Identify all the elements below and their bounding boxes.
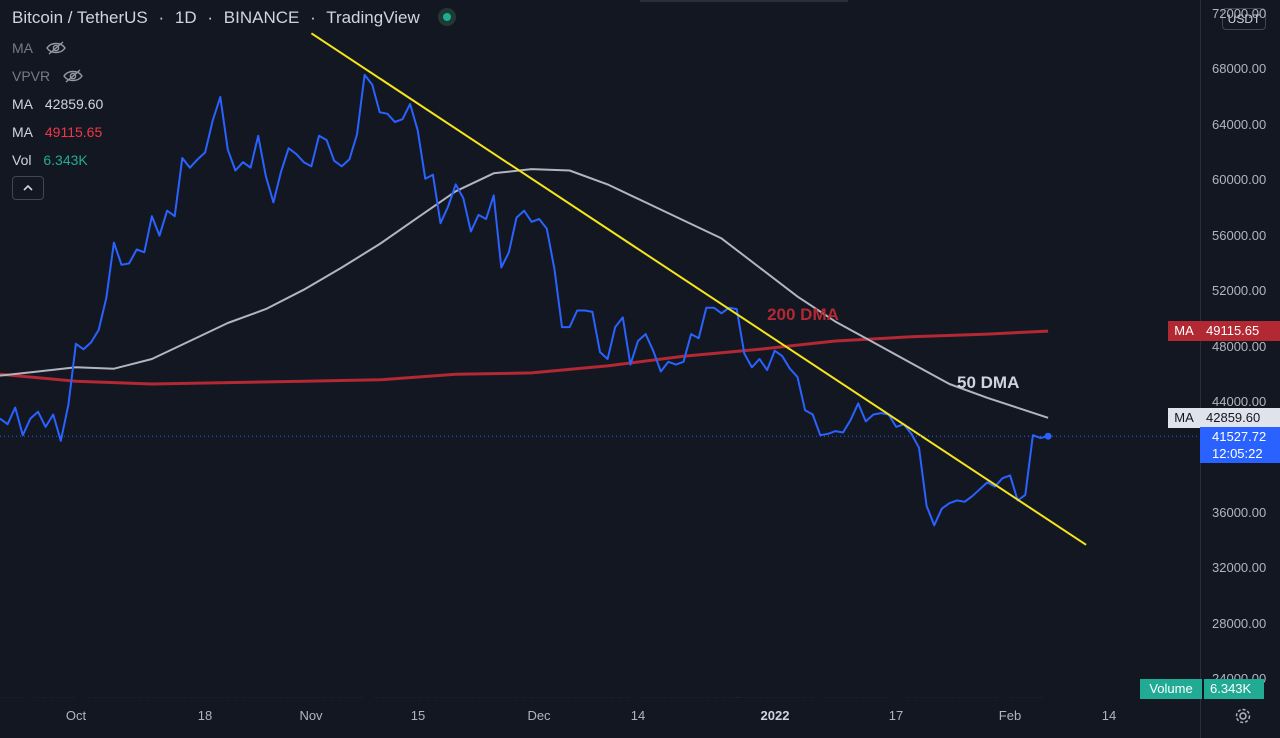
indicator-volume[interactable]: Vol 6.343K xyxy=(12,152,88,168)
ma200-line xyxy=(0,329,1049,386)
price-axis-tick: 32000.00 xyxy=(1212,560,1267,575)
time-axis-tick: 14 xyxy=(1101,708,1117,723)
chart-annotation: 50 DMA xyxy=(957,373,1019,392)
indicator-ma50[interactable]: MA 42859.60 xyxy=(12,96,103,112)
exchange-label: BINANCE xyxy=(223,8,300,27)
chevron-up-icon xyxy=(23,184,33,191)
last-price-value: 41527.72 xyxy=(1212,429,1267,444)
price-axis-tick: 48000.00 xyxy=(1212,339,1267,354)
interval-label[interactable]: 1D xyxy=(174,8,197,27)
price-axis-tick: 60000.00 xyxy=(1212,172,1267,187)
time-axis-tick: Oct xyxy=(65,708,87,723)
indicator-ma200[interactable]: MA 49115.65 xyxy=(12,124,102,140)
price-axis-tick: 56000.00 xyxy=(1212,228,1267,243)
price-axis-tick: 72000.00 xyxy=(1212,6,1267,21)
indicator-value: 49115.65 xyxy=(44,124,103,140)
settings-gear-icon[interactable] xyxy=(1233,706,1253,726)
currency-button[interactable]: USDT xyxy=(1222,8,1266,30)
price-axis-tick: 44000.00 xyxy=(1212,394,1267,409)
header-separator: · xyxy=(310,8,316,27)
time-axis-tick: 18 xyxy=(197,708,213,723)
time-axis-tick: Nov xyxy=(299,708,323,723)
last-price-tag: 41527.72 12:05:22 xyxy=(1200,427,1280,463)
time-axis-tick: Dec xyxy=(527,708,551,723)
indicator-name: VPVR xyxy=(12,68,51,84)
symbol-header[interactable]: Bitcoin / TetherUS · 1D · BINANCE · Trad… xyxy=(12,8,457,28)
indicator-value: 42859.60 xyxy=(44,96,104,112)
price-axis-tick: 64000.00 xyxy=(1212,117,1267,132)
trendline xyxy=(310,32,1087,546)
header-separator: · xyxy=(158,8,165,27)
volume-tag: Volume 6.343K xyxy=(1140,679,1264,699)
chart-annotation: 200 DMA xyxy=(767,305,839,324)
tag-label: MA xyxy=(1168,408,1200,428)
market-status-icon[interactable] xyxy=(438,8,457,26)
time-axis-tick: 17 xyxy=(888,708,904,723)
ma200-price-tag: MA 49115.65 xyxy=(1168,321,1280,341)
ma50-line xyxy=(0,168,1049,419)
eye-slash-icon[interactable] xyxy=(45,40,67,56)
price-axis-tick: 68000.00 xyxy=(1212,61,1267,76)
volume-tag-label: Volume xyxy=(1140,679,1202,699)
last-price-marker xyxy=(1044,432,1052,440)
price-line xyxy=(0,73,1049,527)
tag-value: 49115.65 xyxy=(1206,323,1260,338)
price-scale-separator xyxy=(1200,0,1201,738)
indicator-ma-hidden[interactable]: MA xyxy=(12,40,67,56)
top-toolbar-edge xyxy=(640,0,848,2)
tag-label: MA xyxy=(1174,323,1194,338)
time-axis-tick: Feb xyxy=(998,708,1022,723)
ma50-price-tag: MA 42859.60 xyxy=(1168,408,1280,428)
indicator-vpvr-hidden[interactable]: VPVR xyxy=(12,68,84,84)
indicator-name: MA xyxy=(12,124,33,140)
symbol-name[interactable]: Bitcoin / TetherUS xyxy=(12,8,148,27)
indicator-name: Vol xyxy=(12,152,32,168)
indicator-name: MA xyxy=(12,96,33,112)
header-separator: · xyxy=(207,8,214,27)
price-axis-tick: 28000.00 xyxy=(1212,616,1267,631)
indicator-name: MA xyxy=(12,40,33,56)
volume-tag-value: 6.343K xyxy=(1204,679,1264,699)
tag-value: 42859.60 xyxy=(1200,408,1280,428)
time-axis-tick: 15 xyxy=(410,708,426,723)
time-axis-tick: 14 xyxy=(630,708,646,723)
price-axis-tick: 36000.00 xyxy=(1212,505,1267,520)
time-axis-tick: 2022 xyxy=(760,708,790,723)
eye-slash-icon[interactable] xyxy=(62,68,84,84)
price-axis-tick: 52000.00 xyxy=(1212,283,1267,298)
indicator-value: 6.343K xyxy=(43,152,88,168)
collapse-legend-button[interactable] xyxy=(12,176,44,200)
bar-countdown: 12:05:22 xyxy=(1212,446,1263,461)
platform-label: TradingView xyxy=(326,8,420,27)
